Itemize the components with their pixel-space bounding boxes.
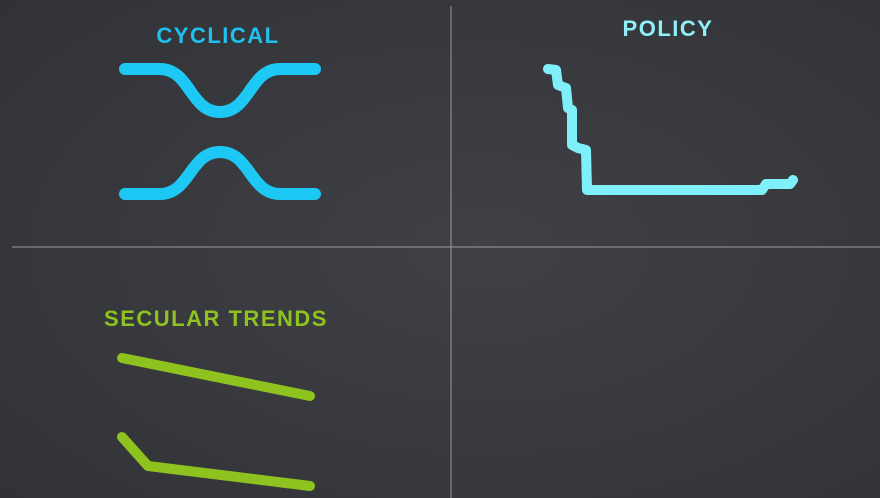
cyclical-curve-bottom: [119, 145, 321, 200]
cyclical-curve-top: [119, 63, 321, 119]
secular-trend-bent-line: [117, 432, 315, 491]
secular-title: SECULAR TRENDS: [104, 306, 328, 331]
secular-trend-line: [117, 353, 315, 401]
policy-step-line: [543, 64, 798, 195]
policy-title: POLICY: [623, 16, 714, 41]
cyclical-title: CYCLICAL: [156, 23, 279, 48]
